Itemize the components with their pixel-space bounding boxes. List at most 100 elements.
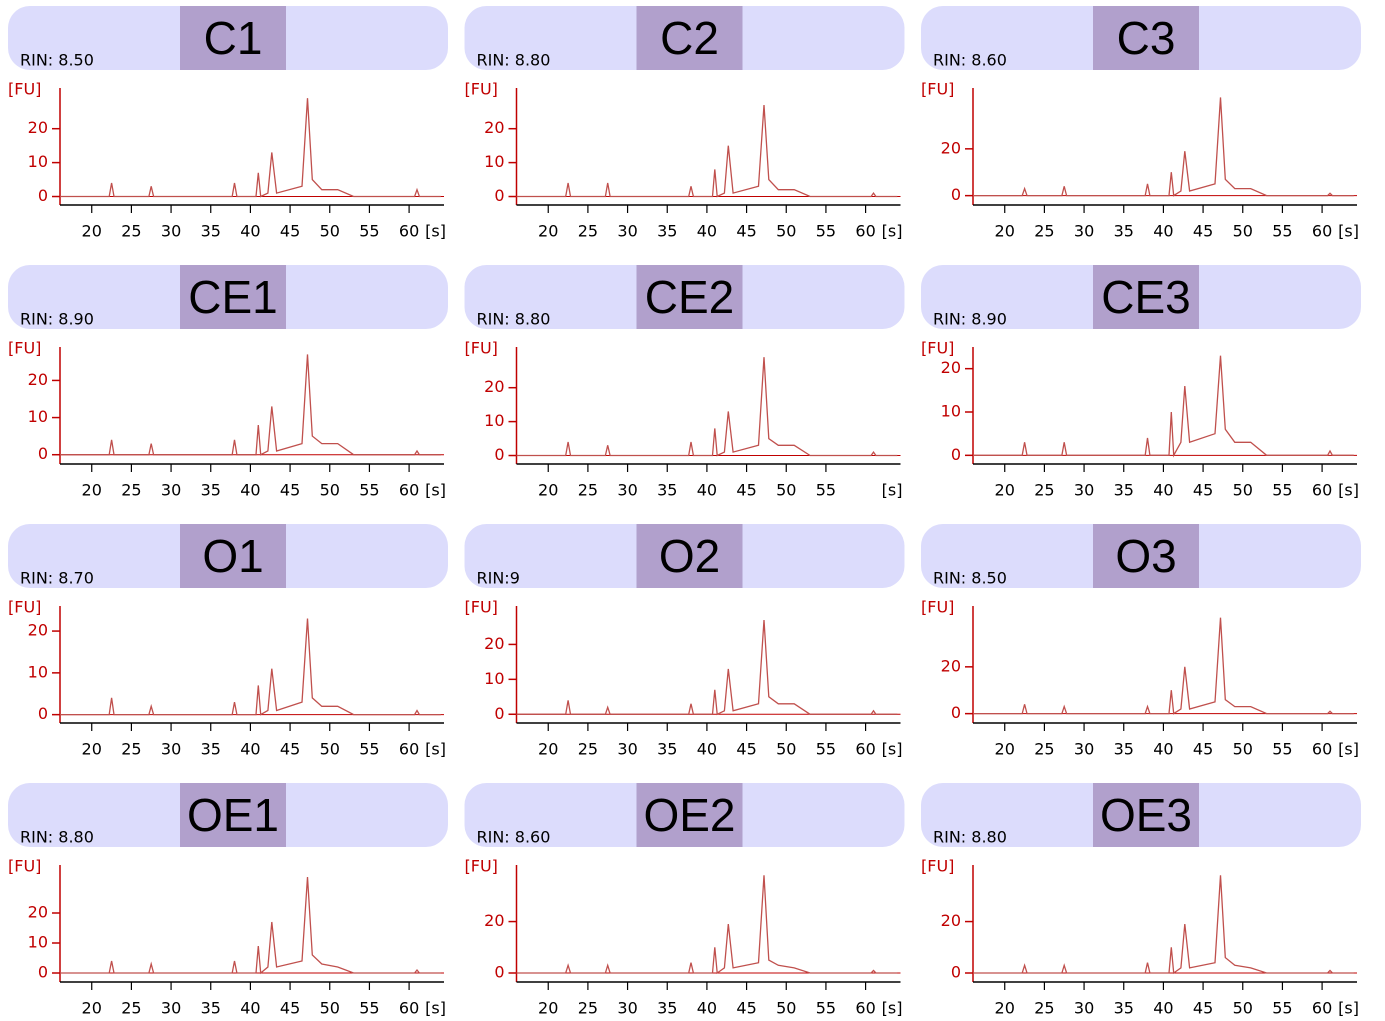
x-axis-unit: [s] bbox=[1338, 740, 1359, 759]
x-tick-label: 40 bbox=[1153, 740, 1173, 759]
x-tick-label: 40 bbox=[1153, 481, 1173, 500]
x-tick-label: 40 bbox=[697, 222, 717, 241]
trace bbox=[973, 617, 1354, 715]
panel-title: OE1 bbox=[187, 789, 279, 841]
x-tick-label: 35 bbox=[657, 222, 677, 241]
y-tick-label: 0 bbox=[951, 963, 961, 982]
rin-label: RIN: 8.90 bbox=[933, 310, 1007, 329]
y-tick-label: 20 bbox=[941, 358, 961, 377]
x-tick-label: 50 bbox=[320, 740, 340, 759]
x-tick-label: 25 bbox=[1034, 740, 1054, 759]
x-tick-label: 20 bbox=[82, 222, 102, 241]
x-tick-label: 55 bbox=[816, 222, 836, 241]
panel-title: O2 bbox=[659, 530, 720, 582]
y-axis-label: [FU] bbox=[465, 857, 498, 876]
y-tick-label: 0 bbox=[951, 185, 961, 204]
y-tick-label: 10 bbox=[484, 152, 504, 171]
y-tick-label: 20 bbox=[941, 138, 961, 157]
panel-title: C2 bbox=[660, 12, 719, 64]
y-tick-label: 0 bbox=[494, 704, 504, 723]
x-tick-label: 45 bbox=[280, 740, 300, 759]
y-axis-label: [FU] bbox=[465, 339, 498, 358]
x-tick-label: 45 bbox=[736, 999, 756, 1018]
x-tick-label: 25 bbox=[121, 740, 141, 759]
x-tick-label: 50 bbox=[320, 999, 340, 1018]
x-tick-label: 55 bbox=[816, 740, 836, 759]
x-axis-unit: [s] bbox=[1338, 481, 1359, 500]
trace bbox=[516, 619, 898, 716]
title-box bbox=[1093, 783, 1199, 847]
x-tick-label: 40 bbox=[240, 740, 260, 759]
trace bbox=[60, 876, 441, 975]
x-tick-label: 60 bbox=[855, 999, 875, 1018]
x-tick-label: 25 bbox=[1034, 222, 1054, 241]
x-tick-label: 60 bbox=[1312, 999, 1332, 1018]
x-tick-label: 55 bbox=[359, 222, 379, 241]
panel-title: O3 bbox=[1115, 530, 1176, 582]
y-tick-label: 10 bbox=[28, 407, 48, 426]
y-tick-label: 20 bbox=[941, 656, 961, 675]
x-tick-label: 60 bbox=[855, 740, 875, 759]
panel-title: CE3 bbox=[1101, 271, 1190, 323]
x-tick-label: 50 bbox=[1233, 481, 1253, 500]
y-tick-label: 0 bbox=[494, 963, 504, 982]
rin-label: RIN: 8.70 bbox=[20, 569, 94, 588]
trace bbox=[60, 618, 441, 716]
y-tick-label: 20 bbox=[484, 377, 504, 396]
x-tick-label: 60 bbox=[399, 999, 419, 1018]
rin-label: RIN: 8.80 bbox=[20, 828, 94, 847]
x-tick-label: 20 bbox=[538, 740, 558, 759]
title-box bbox=[1093, 265, 1199, 329]
trace bbox=[516, 104, 898, 198]
panel-title: CE2 bbox=[645, 271, 734, 323]
rin-label: RIN: 8.80 bbox=[933, 828, 1007, 847]
x-tick-label: 35 bbox=[201, 740, 221, 759]
x-axis-unit: [s] bbox=[1338, 222, 1359, 241]
y-tick-label: 0 bbox=[494, 445, 504, 464]
y-axis-label: [FU] bbox=[8, 598, 41, 617]
y-axis-label: [FU] bbox=[465, 598, 498, 617]
x-axis-unit: [s] bbox=[425, 481, 446, 500]
x-tick-label: 40 bbox=[697, 481, 717, 500]
x-axis-unit: [s] bbox=[882, 740, 903, 759]
x-tick-label: 25 bbox=[578, 999, 598, 1018]
x-tick-label: 35 bbox=[1114, 740, 1134, 759]
x-tick-label: 60 bbox=[1312, 740, 1332, 759]
y-tick-label: 0 bbox=[38, 186, 48, 205]
x-tick-label: 45 bbox=[1193, 740, 1213, 759]
x-tick-label: 35 bbox=[201, 222, 221, 241]
y-tick-label: 10 bbox=[484, 411, 504, 430]
x-tick-label: 50 bbox=[320, 481, 340, 500]
x-axis-unit: [s] bbox=[882, 222, 903, 241]
x-tick-label: 30 bbox=[161, 999, 181, 1018]
x-axis-unit: [s] bbox=[425, 999, 446, 1018]
x-tick-label: 40 bbox=[1153, 222, 1173, 241]
x-tick-label: 20 bbox=[82, 481, 102, 500]
x-tick-label: 25 bbox=[578, 740, 598, 759]
y-axis-label: [FU] bbox=[465, 80, 498, 99]
rin-label: RIN:9 bbox=[477, 569, 520, 588]
x-axis-unit: [s] bbox=[425, 740, 446, 759]
x-tick-label: 60 bbox=[1312, 222, 1332, 241]
x-tick-label: 30 bbox=[161, 481, 181, 500]
title-box bbox=[636, 783, 743, 847]
y-tick-label: 0 bbox=[951, 445, 961, 464]
x-tick-label: 55 bbox=[1272, 222, 1292, 241]
x-tick-label: 20 bbox=[538, 222, 558, 241]
rin-label: RIN: 8.80 bbox=[477, 310, 551, 329]
x-tick-label: 55 bbox=[359, 999, 379, 1018]
x-tick-label: 50 bbox=[1233, 999, 1253, 1018]
title-box bbox=[180, 524, 286, 588]
y-tick-label: 20 bbox=[28, 903, 48, 922]
rin-label: RIN: 8.60 bbox=[477, 828, 551, 847]
y-axis-label: [FU] bbox=[8, 339, 41, 358]
x-tick-label: 55 bbox=[1272, 740, 1292, 759]
x-tick-label: 35 bbox=[1114, 999, 1134, 1018]
y-tick-label: 10 bbox=[28, 152, 48, 171]
x-tick-label: 25 bbox=[121, 999, 141, 1018]
x-tick-label: 35 bbox=[1114, 222, 1134, 241]
x-tick-label: 45 bbox=[1193, 222, 1213, 241]
x-tick-label: 30 bbox=[161, 740, 181, 759]
rin-label: RIN: 8.60 bbox=[933, 51, 1007, 70]
